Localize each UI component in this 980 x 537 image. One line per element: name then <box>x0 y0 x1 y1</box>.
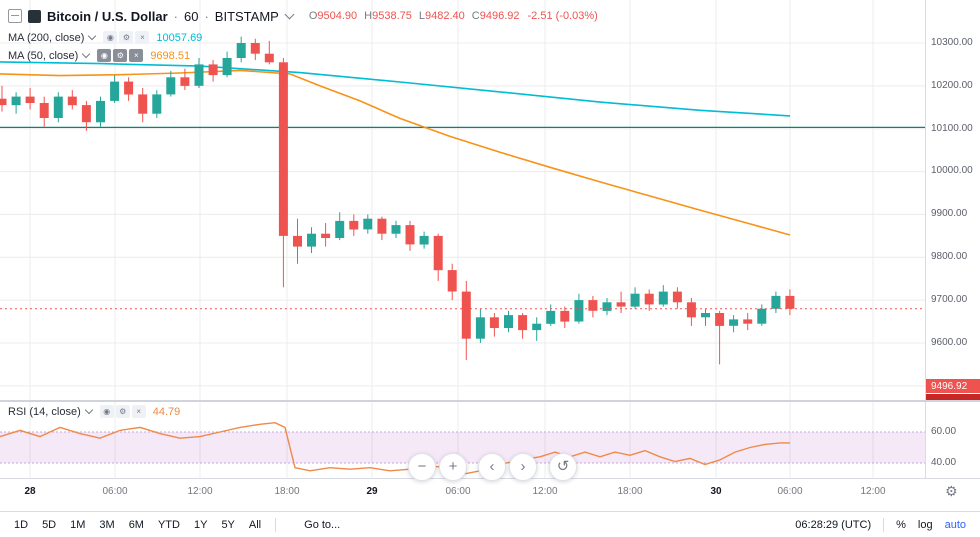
time-tick: 28 <box>24 486 36 497</box>
pane-separator[interactable] <box>0 400 980 402</box>
eye-icon[interactable]: ◉ <box>97 49 112 62</box>
range-all[interactable]: All <box>248 518 262 531</box>
time-axis[interactable]: 28 06:00 12:00 18:00 29 06:00 12:00 18:0… <box>0 479 980 511</box>
low-label: L <box>418 10 425 22</box>
legend-rsi: RSI (14, close) ◉ ⚙ × 44.79 <box>8 405 180 418</box>
log-scale-button[interactable]: log <box>917 518 933 531</box>
price-tick: 9900.00 <box>931 208 968 219</box>
price-tick: 9600.00 <box>931 337 968 348</box>
chart-settings-gear-icon[interactable]: ⚙ <box>945 483 958 499</box>
high-label: H <box>364 10 373 22</box>
price-tick: 9700.00 <box>931 294 968 305</box>
ma50-value: 9698.51 <box>150 49 191 62</box>
ma200-value: 10057.69 <box>156 31 203 44</box>
range-1d[interactable]: 1D <box>14 518 29 531</box>
auto-scale-button[interactable]: auto <box>944 518 966 531</box>
rsi-tick: 60.00 <box>931 426 957 437</box>
zoom-in-button[interactable]: + <box>439 453 467 481</box>
ohlc-values: O9504.90 H9538.75 L9482.40 C9496.92 <box>309 10 520 22</box>
symbol-title[interactable]: Bitcoin / U.S. Dollar <box>47 8 168 24</box>
rsi-tick: 40.00 <box>931 457 957 468</box>
price-axis-border <box>925 0 926 478</box>
chart-header: Bitcoin / U.S. Dollar · 60 · BITSTAMP O9… <box>8 6 598 26</box>
range-5d[interactable]: 5D <box>42 518 57 531</box>
close-icon[interactable]: × <box>129 49 144 62</box>
legend-ma200: MA (200, close) ◉ ⚙ × 10057.69 <box>8 31 202 44</box>
scroll-left-button[interactable]: ‹ <box>478 453 506 481</box>
legend-ma50: MA (50, close) ◉ ⚙ × 9698.51 <box>8 49 190 62</box>
time-tick: 12:00 <box>532 486 558 497</box>
rsi-name[interactable]: RSI (14, close) <box>8 405 81 418</box>
price-tick: 10300.00 <box>931 37 973 48</box>
last-price-badge: 9496.92 <box>926 379 980 393</box>
scroll-right-button[interactable]: › <box>509 453 537 481</box>
open-value: 9504.90 <box>317 10 358 22</box>
chevron-down-icon[interactable] <box>284 9 295 19</box>
range-selector: 1D 5D 1M 3M 6M YTD 1Y 5Y All Go to... <box>14 517 341 532</box>
chevron-down-icon[interactable] <box>82 49 91 59</box>
range-1m[interactable]: 1M <box>70 518 86 531</box>
settings-icon[interactable]: ⚙ <box>115 405 130 418</box>
time-tick: 06:00 <box>102 486 128 497</box>
scale-tools: 06:28:29 (UTC) % log auto <box>795 517 966 532</box>
high-value: 9538.75 <box>372 10 412 22</box>
chevron-down-icon[interactable] <box>84 405 93 415</box>
settings-icon[interactable]: ⚙ <box>113 49 128 62</box>
close-icon[interactable]: × <box>135 31 150 44</box>
percent-scale-button[interactable]: % <box>896 518 906 531</box>
change-value: -2.51 (-0.03%) <box>527 10 598 22</box>
symbol-logo-icon <box>28 9 41 23</box>
time-tick: 06:00 <box>445 486 471 497</box>
go-to-button[interactable]: Go to... <box>304 518 341 531</box>
toolbar-divider <box>275 517 277 532</box>
separator-dot: · <box>204 8 209 24</box>
ma50-name[interactable]: MA (50, close) <box>8 49 79 62</box>
layout-menu-icon[interactable] <box>8 9 22 23</box>
settings-icon[interactable]: ⚙ <box>119 31 134 44</box>
price-chart-pane[interactable] <box>0 0 925 400</box>
countdown-badge <box>926 394 980 402</box>
time-tick: 06:00 <box>777 486 803 497</box>
range-1y[interactable]: 1Y <box>193 518 208 531</box>
clock-utc[interactable]: 06:28:29 (UTC) <box>795 518 872 531</box>
rsi-value: 44.79 <box>152 405 181 418</box>
eye-icon[interactable]: ◉ <box>99 405 114 418</box>
price-axis[interactable]: 10300.00 10200.00 10100.00 10000.00 9900… <box>926 0 980 478</box>
price-tick: 9800.00 <box>931 251 968 262</box>
close-icon[interactable]: × <box>131 405 146 418</box>
time-tick: 18:00 <box>617 486 643 497</box>
separator-dot: · <box>173 8 178 24</box>
bottom-toolbar: 1D 5D 1M 3M 6M YTD 1Y 5Y All Go to... 06… <box>0 511 980 537</box>
time-tick: 29 <box>366 486 378 497</box>
zoom-out-button[interactable]: − <box>408 453 436 481</box>
eye-icon[interactable]: ◉ <box>103 31 118 44</box>
ma200-name[interactable]: MA (200, close) <box>8 31 85 44</box>
range-ytd[interactable]: YTD <box>157 518 180 531</box>
time-tick: 12:00 <box>187 486 213 497</box>
price-tick: 10000.00 <box>931 165 973 176</box>
time-tick: 18:00 <box>274 486 300 497</box>
close-value: 9496.92 <box>479 10 520 22</box>
close-label: C <box>471 10 480 22</box>
time-tick: 30 <box>710 486 722 497</box>
reset-chart-button[interactable]: ↺ <box>549 453 577 481</box>
range-6m[interactable]: 6M <box>128 518 144 531</box>
open-label: O <box>308 10 318 22</box>
range-5y[interactable]: 5Y <box>221 518 235 531</box>
exchange-label[interactable]: BITSTAMP <box>214 8 279 24</box>
low-value: 9482.40 <box>425 10 465 22</box>
price-tick: 10200.00 <box>931 80 973 91</box>
time-tick: 12:00 <box>860 486 886 497</box>
price-tick: 10100.00 <box>931 123 973 134</box>
chevron-down-icon[interactable] <box>88 31 97 41</box>
range-3m[interactable]: 3M <box>99 518 115 531</box>
toolbar-divider <box>883 517 885 532</box>
interval-label[interactable]: 60 <box>183 8 199 24</box>
